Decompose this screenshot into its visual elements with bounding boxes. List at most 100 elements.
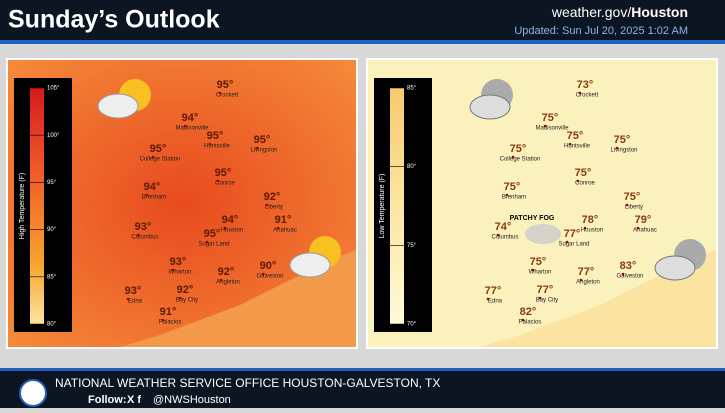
city-temp: 90° xyxy=(260,260,277,272)
city-name: Palacios xyxy=(519,320,542,326)
city-temp: 75° xyxy=(567,130,584,142)
city-name: Crockett xyxy=(576,93,599,99)
low-legend-bar xyxy=(390,88,404,324)
city-temp: 95° xyxy=(150,143,167,155)
city-name: Palacios xyxy=(159,320,182,326)
social-handle[interactable]: @NWSHouston xyxy=(153,394,231,406)
city-temp: 73° xyxy=(577,79,594,91)
footer-rule xyxy=(0,368,725,371)
city-name: Liberty xyxy=(265,205,283,211)
site-prefix: weather.gov/ xyxy=(551,4,631,20)
office-name: NATIONAL WEATHER SERVICE OFFICE HOUSTON-… xyxy=(55,376,440,390)
city-dot xyxy=(583,226,587,230)
city-name: Wharton xyxy=(169,270,192,276)
legend-tick-label: 105° xyxy=(47,86,60,92)
city-temp: 75° xyxy=(542,112,559,124)
city-temp: 77° xyxy=(537,284,554,296)
city-name: Bay City xyxy=(536,298,558,304)
city-name: Brenham xyxy=(502,195,526,201)
city-name: Anahuac xyxy=(633,228,657,234)
city-temp: 92° xyxy=(264,191,281,203)
city-name: Houston xyxy=(581,228,603,234)
city-dot xyxy=(538,296,542,300)
sun-cloud-icon xyxy=(97,79,151,119)
city-dot xyxy=(565,240,569,244)
city-temp: 94° xyxy=(144,181,161,193)
city-temp: 95° xyxy=(215,167,232,179)
header-bar xyxy=(0,0,725,40)
city-name: Madisonville xyxy=(175,126,209,132)
city-name: College Station xyxy=(140,157,181,163)
city-temp: 92° xyxy=(177,284,194,296)
updated: Updated: Sun Jul 20, 2025 1:02 AM xyxy=(514,25,688,37)
city-temp: 94° xyxy=(222,214,239,226)
city-temp: 93° xyxy=(135,221,152,233)
city-name: Liberty xyxy=(625,205,643,211)
header-rule xyxy=(0,40,725,44)
legend-tick-label: 95° xyxy=(47,180,57,186)
city-dot xyxy=(261,272,265,276)
city-name: Conroe xyxy=(575,181,595,187)
city-temp: 75° xyxy=(624,191,641,203)
city-dot xyxy=(625,203,629,207)
city-name: Crockett xyxy=(216,93,239,99)
high-legend-title: High Temperature (F) xyxy=(19,173,26,239)
legend-tick-label: 85° xyxy=(407,86,417,92)
city-dot xyxy=(543,124,547,128)
city-dot xyxy=(486,297,490,301)
city-dot xyxy=(511,155,515,159)
city-dot xyxy=(219,278,223,282)
city-name: Houston xyxy=(221,228,243,234)
city-temp: 75° xyxy=(504,181,521,193)
city-temp: 94° xyxy=(182,112,199,124)
city-temp: 77° xyxy=(485,285,502,297)
city-dot xyxy=(255,146,259,150)
city-dot xyxy=(218,91,222,95)
nws-logo xyxy=(19,379,47,407)
city-name: Sugar Land xyxy=(198,242,229,248)
city-name: Galveston xyxy=(256,274,283,280)
city-temp: 91° xyxy=(275,214,292,226)
city-dot xyxy=(183,124,187,128)
high-gulf xyxy=(120,250,356,347)
city-name: Madisonville xyxy=(535,126,569,132)
city-dot xyxy=(578,91,582,95)
legend-tick-label: 90° xyxy=(47,227,57,233)
city-dot xyxy=(208,142,212,146)
city-name: Columbus xyxy=(131,235,158,241)
city-name: College Station xyxy=(500,157,541,163)
social-icons[interactable]: X f xyxy=(127,394,141,406)
city-dot xyxy=(136,233,140,237)
city-temp: 75° xyxy=(614,134,631,146)
city-name: Angleton xyxy=(576,280,600,286)
title: Sunday’s Outlook xyxy=(8,6,220,34)
city-temp: 93° xyxy=(125,285,142,297)
city-dot xyxy=(576,179,580,183)
legend-tick-label: 75° xyxy=(407,243,417,249)
city-temp: 91° xyxy=(160,306,177,318)
moon-cloud-icon xyxy=(469,79,513,120)
city-temp: 75° xyxy=(530,256,547,268)
city-dot xyxy=(568,142,572,146)
city-name: Edna xyxy=(128,299,143,305)
fog-label: PATCHY FOG xyxy=(510,215,555,222)
city-dot xyxy=(276,226,280,230)
city-name: Anahuac xyxy=(273,228,297,234)
city-temp: 83° xyxy=(620,260,637,272)
city-name: Livingston xyxy=(250,148,277,154)
city-dot xyxy=(621,272,625,276)
city-name: Wharton xyxy=(529,270,552,276)
city-name: Edna xyxy=(488,299,503,305)
city-dot xyxy=(636,226,640,230)
city-dot xyxy=(505,193,509,197)
city-dot xyxy=(531,268,535,272)
city-temp: 75° xyxy=(510,143,527,155)
city-dot xyxy=(161,318,165,322)
city-temp: 78° xyxy=(582,214,599,226)
legend-tick-label: 100° xyxy=(47,133,60,139)
fog-icon xyxy=(525,224,561,244)
city-name: Sugar Land xyxy=(558,242,589,248)
site-office: Houston xyxy=(631,4,688,20)
